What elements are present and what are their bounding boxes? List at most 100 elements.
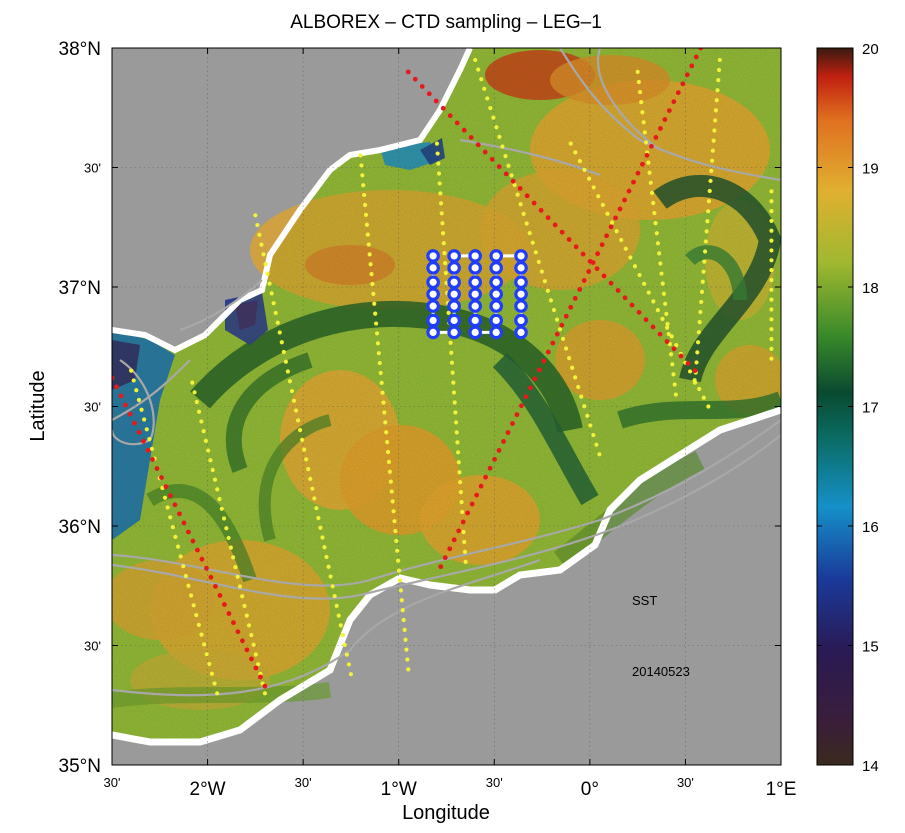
yellow-track-point — [639, 100, 644, 105]
yellow-track-point — [393, 528, 398, 534]
yellow-track-point — [209, 671, 215, 676]
red-track-point — [608, 224, 614, 230]
ctd-station — [468, 249, 482, 263]
red-track-point — [253, 665, 259, 671]
red-track-point — [244, 647, 250, 653]
ctd-station — [468, 313, 482, 328]
yellow-track-point — [199, 632, 204, 637]
ctd-station — [447, 249, 461, 263]
yellow-track-point — [402, 627, 407, 632]
red-track-point — [559, 229, 565, 235]
yellow-track-point — [173, 534, 178, 539]
yellow-track-point — [577, 159, 583, 164]
red-track-point — [586, 269, 592, 274]
yellow-track-point — [136, 397, 142, 403]
red-track-point — [545, 349, 551, 355]
yellow-track-point — [619, 237, 624, 243]
yellow-track-point — [374, 321, 379, 326]
yellow-track-point — [666, 331, 671, 337]
yellow-track-point — [440, 231, 446, 236]
yellow-track-point — [370, 281, 375, 287]
ctd-station — [489, 325, 503, 340]
yellow-track-point — [265, 271, 270, 276]
yellow-track-point — [373, 311, 378, 316]
yellow-track-point — [441, 241, 446, 246]
red-track-point — [231, 620, 236, 626]
yellow-track-point — [440, 221, 445, 226]
yellow-track-point — [293, 408, 299, 413]
yellow-track-point — [312, 496, 317, 501]
yellow-track-point — [253, 213, 258, 218]
lat-lon-gridlines — [112, 48, 781, 765]
yellow-track-point — [192, 390, 197, 395]
red-track-point — [501, 439, 506, 444]
yellow-track-point — [670, 362, 675, 367]
yellow-track-point — [582, 167, 587, 172]
red-track-point — [145, 447, 151, 453]
yellow-track-point — [262, 691, 268, 696]
ctd-station — [468, 287, 482, 301]
red-track-point — [433, 98, 439, 104]
yellow-track-point — [263, 262, 268, 267]
yellow-track-point — [451, 390, 457, 395]
yellow-track-point — [387, 469, 392, 474]
yellow-track-point — [703, 239, 708, 244]
ctd-station — [514, 275, 528, 290]
yellow-track-point — [614, 229, 619, 234]
yellow-track-point — [338, 623, 343, 628]
yellow-track-point — [473, 57, 478, 63]
yellow-track-point — [304, 457, 309, 462]
red-track-point — [692, 368, 698, 374]
red-track-point — [608, 280, 614, 286]
red-track-point — [613, 215, 618, 221]
yellow-track-point — [769, 268, 774, 273]
yellow-track-point — [142, 417, 147, 422]
x-tick-label: 30' — [677, 775, 694, 790]
y-tick-label: 37°N — [59, 278, 101, 299]
red-track-point — [550, 340, 556, 346]
red-track-point — [554, 331, 560, 337]
yellow-track-point — [215, 691, 220, 696]
red-track-point — [510, 421, 515, 426]
yellow-track-point — [204, 652, 209, 657]
red-track-point — [643, 317, 649, 323]
ctd-station — [447, 287, 461, 301]
yellow-track-point — [700, 279, 705, 284]
red-track-point — [262, 683, 268, 689]
yellow-track-point — [488, 105, 493, 111]
red-track-point — [622, 295, 628, 301]
yellow-track-point — [699, 299, 704, 305]
red-track-point — [492, 456, 497, 462]
yellow-track-point — [573, 150, 578, 155]
yellow-track-point — [669, 334, 674, 339]
red-track-point — [590, 260, 596, 266]
ctd-station — [489, 299, 503, 313]
yellow-track-point — [646, 160, 651, 165]
yellow-track-point — [149, 446, 155, 451]
yellow-track-point — [404, 647, 409, 652]
red-track-point — [127, 411, 133, 417]
yellow-track-point — [267, 281, 272, 286]
red-track-point — [693, 54, 699, 60]
yellow-track-point — [398, 588, 404, 593]
red-track-point — [601, 273, 607, 279]
ctd-station — [489, 313, 503, 328]
yellow-track-point — [458, 480, 463, 485]
yellow-track-point — [671, 372, 676, 377]
yellow-track-point — [165, 505, 170, 510]
red-track-point — [622, 197, 627, 203]
yellow-track-point — [641, 120, 646, 125]
yellow-track-point — [609, 220, 615, 225]
yellow-track-point — [249, 632, 254, 638]
yellow-track-point — [585, 413, 590, 418]
red-track-point — [168, 493, 173, 499]
yellow-track-point — [563, 346, 569, 351]
yellow-track-point — [443, 261, 448, 266]
red-track-point — [235, 629, 241, 635]
yellow-track-point — [769, 199, 774, 204]
yellow-track-point — [660, 316, 665, 321]
yellow-track-point — [359, 163, 364, 168]
yellow-track-point — [443, 270, 448, 276]
yellow-track-point — [711, 138, 716, 143]
